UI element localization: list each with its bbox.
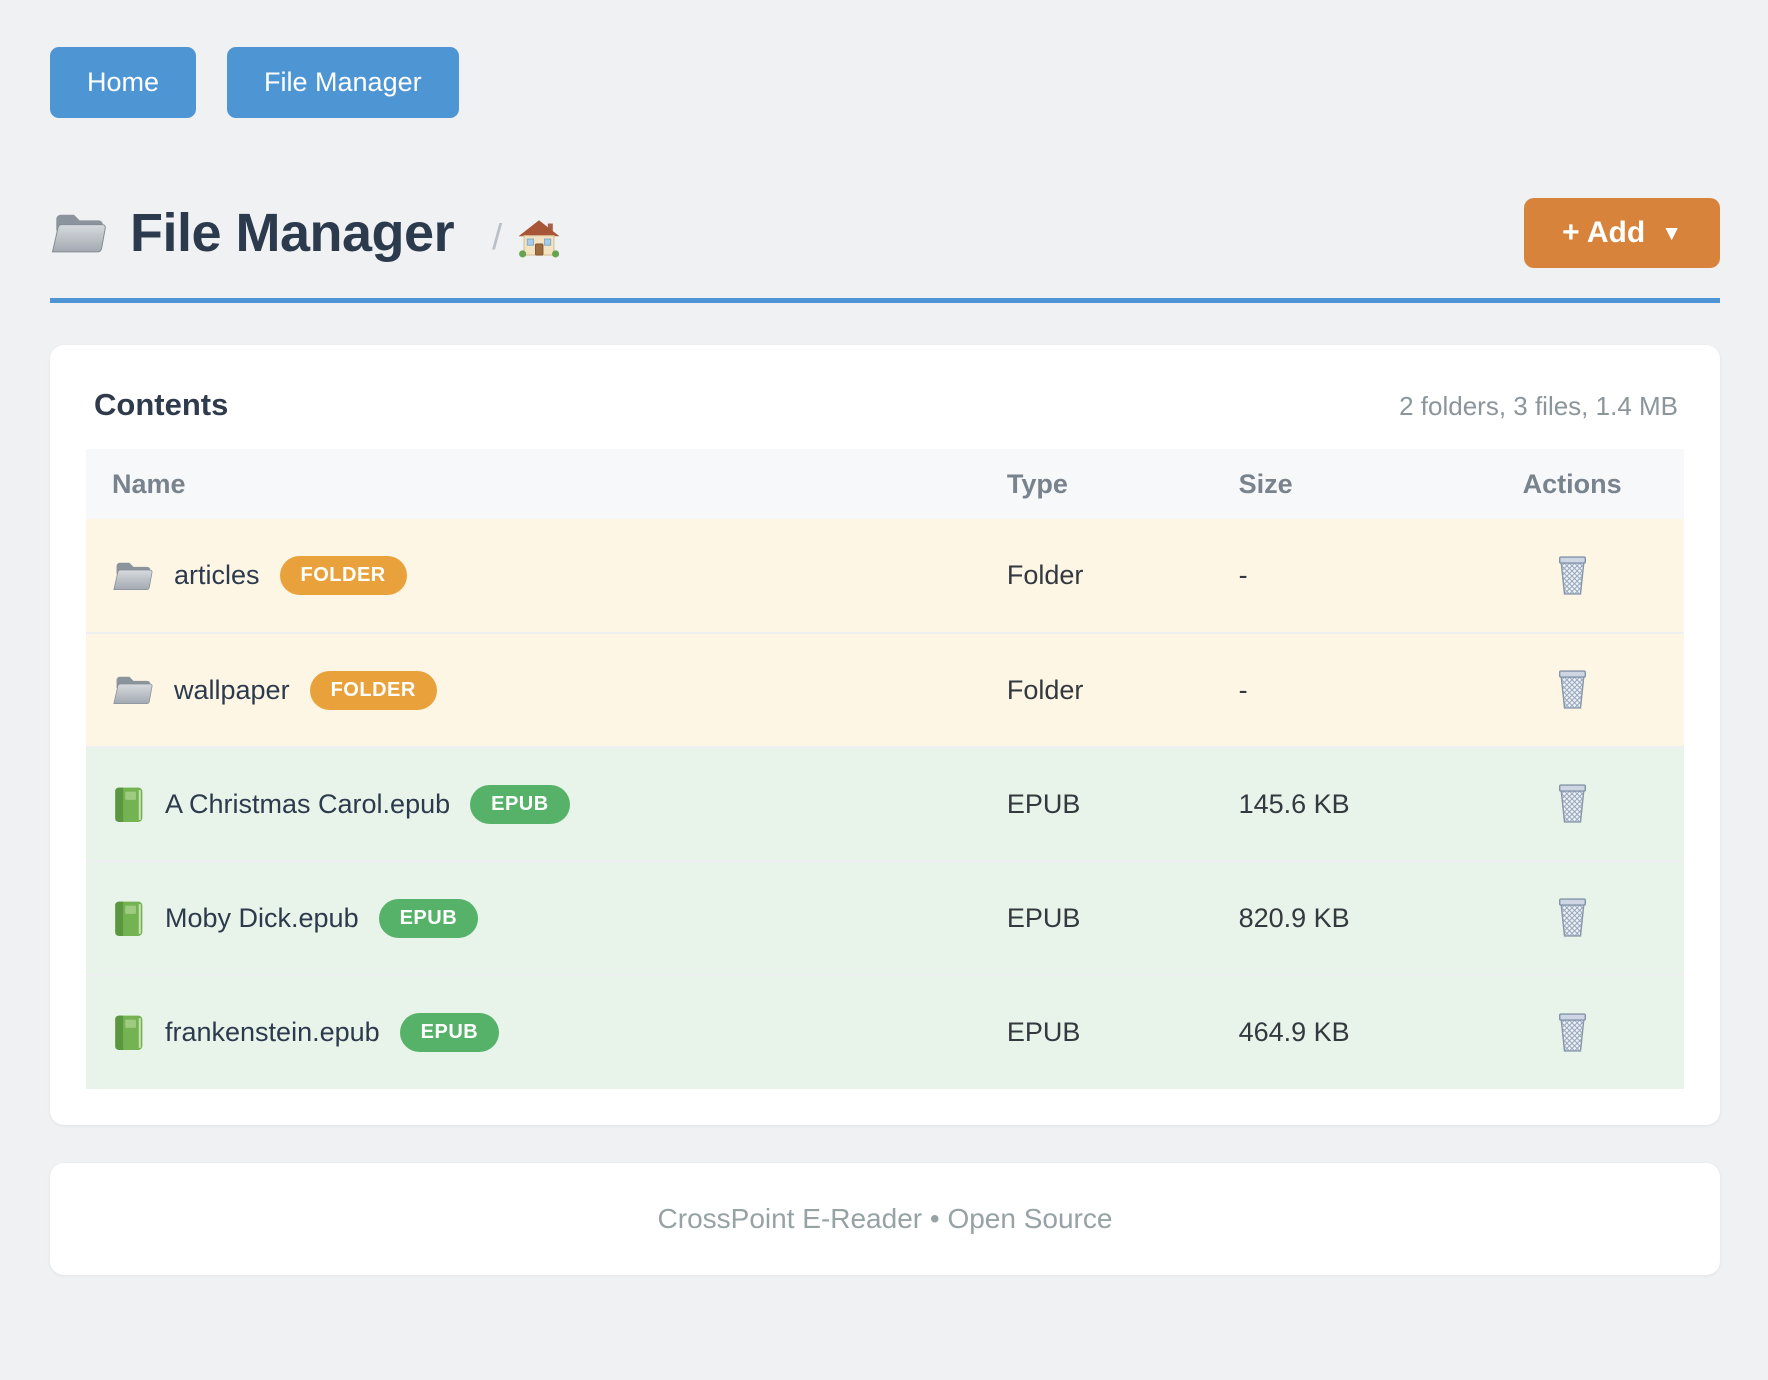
folder-icon: [52, 214, 106, 253]
name-cell: frankenstein.epub EPUB: [86, 974, 981, 1089]
folder-icon: [113, 676, 153, 705]
contents-panel-header: Contents 2 folders, 3 files, 1.4 MB: [86, 381, 1684, 423]
files-table-header: Name Type Size Actions: [86, 449, 1684, 519]
title-group: File Manager /: [50, 202, 561, 264]
contents-table-body: articles FOLDER Folder - wallpaper FOLDE…: [86, 519, 1684, 1089]
delete-button[interactable]: [1550, 663, 1595, 714]
size-cell: 145.6 KB: [1212, 746, 1461, 861]
delete-button[interactable]: [1550, 1006, 1595, 1057]
size-cell: 464.9 KB: [1212, 974, 1461, 1089]
file-name: wallpaper: [174, 674, 290, 705]
table-row[interactable]: frankenstein.epub EPUB EPUB 464.9 KB: [86, 974, 1684, 1089]
file-manager-button[interactable]: File Manager: [227, 47, 459, 118]
panel-heading: Contents: [94, 387, 229, 422]
table-row[interactable]: articles FOLDER Folder -: [86, 519, 1684, 633]
footer-text: CrossPoint E-Reader • Open Source: [657, 1203, 1113, 1234]
book-icon: [115, 787, 143, 822]
breadcrumb-separator: /: [492, 216, 503, 257]
chevron-down-icon: ▼: [1661, 222, 1682, 245]
trash-icon: [1558, 784, 1586, 823]
trash-icon: [1558, 898, 1586, 937]
folder-icon: [113, 561, 153, 590]
home-button[interactable]: Home: [50, 47, 197, 118]
file-name: articles: [174, 560, 260, 590]
actions-cell: [1460, 519, 1684, 633]
table-row[interactable]: wallpaper FOLDER Folder -: [86, 632, 1684, 747]
book-icon: [115, 1015, 143, 1050]
table-row[interactable]: A Christmas Carol.epub EPUB EPUB 145.6 K…: [86, 746, 1684, 861]
file-badge: EPUB: [470, 784, 570, 824]
column-header-name: Name: [86, 449, 981, 519]
type-cell: EPUB: [980, 974, 1213, 1089]
delete-button[interactable]: [1550, 549, 1595, 600]
contents-panel: Contents 2 folders, 3 files, 1.4 MB Name…: [50, 345, 1720, 1125]
column-header-type: Type: [980, 449, 1213, 519]
file-name: Moby Dick.epub: [165, 902, 359, 933]
contents-summary: 2 folders, 3 files, 1.4 MB: [1399, 391, 1678, 421]
trash-icon: [1558, 555, 1586, 595]
type-cell: Folder: [980, 519, 1213, 633]
column-header-actions: Actions: [1460, 449, 1684, 519]
trash-icon: [1558, 1012, 1586, 1052]
size-cell: -: [1212, 632, 1461, 747]
type-cell: EPUB: [980, 860, 1213, 975]
size-cell: 820.9 KB: [1212, 860, 1461, 975]
file-badge: EPUB: [378, 898, 479, 938]
file-name: frankenstein.epub: [165, 1017, 380, 1047]
type-cell: EPUB: [980, 746, 1213, 861]
page-header: File Manager / + Add ▼: [50, 198, 1720, 268]
name-cell: Moby Dick.epub EPUB: [86, 860, 981, 975]
book-icon: [115, 901, 143, 936]
file-name: A Christmas Carol.epub: [165, 788, 451, 819]
table-row[interactable]: Moby Dick.epub EPUB EPUB 820.9 KB: [86, 860, 1684, 975]
actions-cell: [1460, 860, 1684, 975]
actions-cell: [1460, 974, 1684, 1089]
add-button-label: + Add: [1562, 216, 1646, 249]
file-badge: EPUB: [399, 1013, 500, 1052]
home-breadcrumb-icon[interactable]: [518, 219, 561, 259]
file-manager-page: Home File Manager File Manager / + Add ▼…: [50, 47, 1720, 1275]
delete-button[interactable]: [1550, 891, 1595, 942]
actions-cell: [1460, 632, 1684, 747]
title-divider: [50, 298, 1720, 303]
name-cell: A Christmas Carol.epub EPUB: [86, 746, 981, 861]
type-cell: Folder: [980, 632, 1213, 747]
trash-icon: [1558, 670, 1586, 709]
name-cell: wallpaper FOLDER: [86, 632, 981, 747]
column-header-size: Size: [1212, 449, 1461, 519]
file-badge: FOLDER: [279, 556, 407, 595]
delete-button[interactable]: [1550, 777, 1595, 828]
footer: CrossPoint E-Reader • Open Source: [50, 1163, 1720, 1275]
name-cell: articles FOLDER: [86, 519, 981, 633]
page-title: File Manager: [130, 203, 455, 263]
add-button[interactable]: + Add ▼: [1524, 198, 1720, 268]
size-cell: -: [1212, 519, 1461, 633]
actions-cell: [1460, 746, 1684, 861]
file-badge: FOLDER: [309, 670, 437, 710]
top-nav: Home File Manager: [50, 47, 1720, 118]
files-table: Name Type Size Actions articles FOLDER F…: [86, 449, 1684, 1089]
